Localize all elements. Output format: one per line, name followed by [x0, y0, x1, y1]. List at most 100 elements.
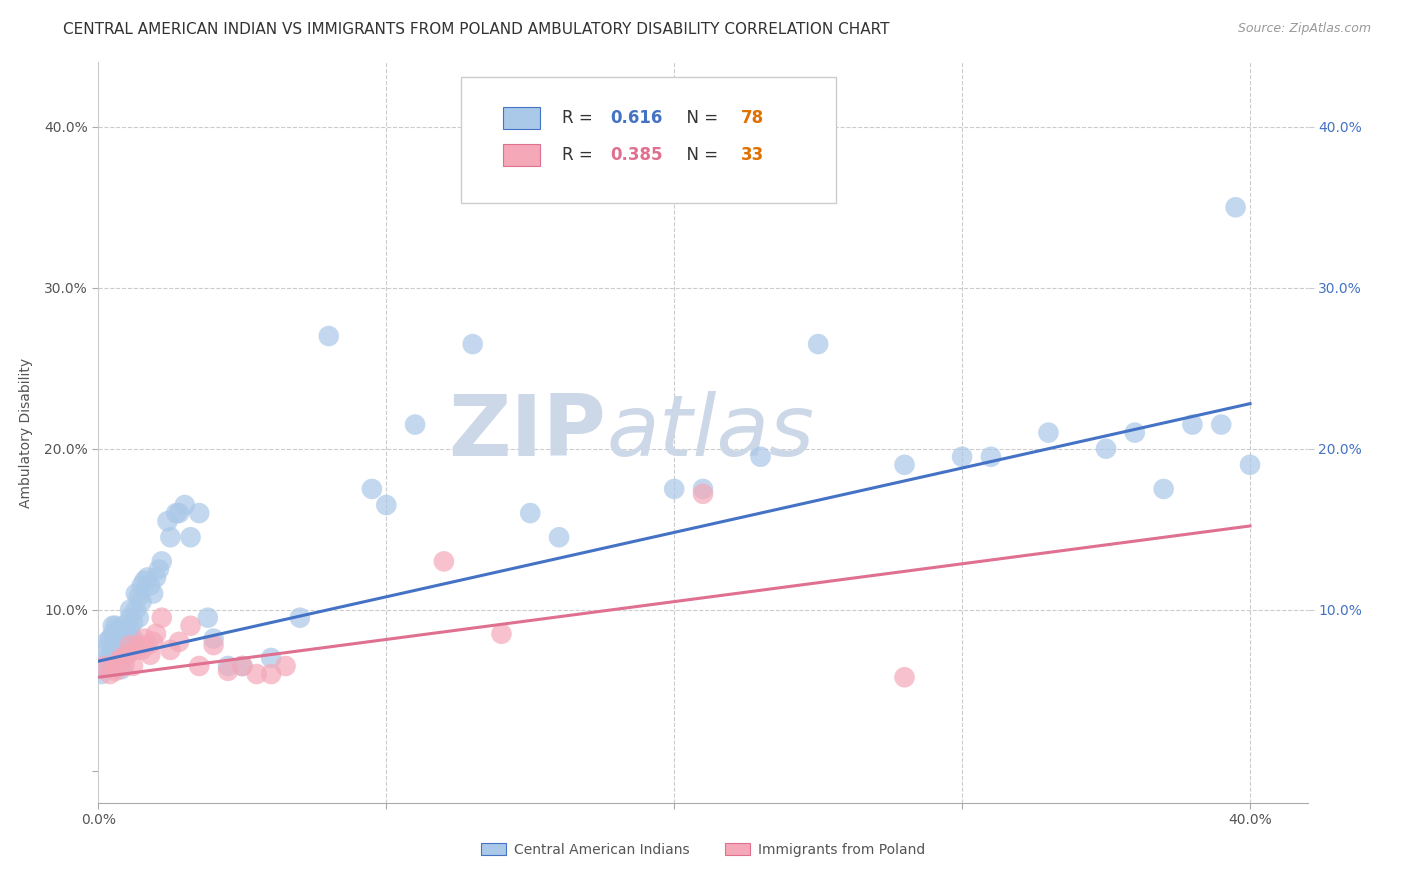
Point	[1211, 417, 1233, 432]
Point	[217, 664, 239, 678]
Point	[90, 667, 112, 681]
Point	[664, 482, 686, 496]
FancyBboxPatch shape	[503, 107, 540, 129]
Text: R =: R =	[561, 146, 598, 164]
Point	[246, 667, 269, 681]
Point	[115, 648, 138, 662]
Point	[104, 664, 127, 678]
Point	[1239, 458, 1261, 472]
Point	[491, 627, 513, 641]
Text: 78: 78	[741, 109, 763, 127]
Point	[115, 627, 138, 641]
Point	[128, 638, 150, 652]
FancyBboxPatch shape	[503, 144, 540, 166]
Point	[807, 337, 830, 351]
Point	[156, 514, 179, 528]
Text: N =: N =	[676, 109, 724, 127]
Point	[134, 632, 156, 646]
Legend: Central American Indians, Immigrants from Poland: Central American Indians, Immigrants fro…	[475, 838, 931, 863]
Text: 0.385: 0.385	[610, 146, 662, 164]
Point	[96, 651, 118, 665]
Point	[461, 337, 484, 351]
Point	[131, 643, 153, 657]
Point	[107, 635, 129, 649]
Point	[202, 638, 225, 652]
Text: 33: 33	[741, 146, 763, 164]
Point	[142, 586, 165, 600]
Point	[128, 590, 150, 604]
Point	[101, 659, 124, 673]
Text: atlas: atlas	[606, 391, 814, 475]
Point	[110, 651, 132, 665]
Point	[101, 627, 124, 641]
Point	[150, 554, 173, 568]
Point	[104, 654, 127, 668]
Point	[519, 506, 541, 520]
Point	[1181, 417, 1204, 432]
Point	[101, 619, 124, 633]
Point	[433, 554, 456, 568]
Point	[893, 458, 915, 472]
Point	[93, 643, 115, 657]
Point	[110, 643, 132, 657]
Text: 0.616: 0.616	[610, 109, 662, 127]
Point	[120, 610, 142, 624]
Point	[167, 635, 190, 649]
Point	[136, 638, 159, 652]
Point	[180, 619, 202, 633]
Point	[110, 627, 132, 641]
Point	[260, 667, 283, 681]
Point	[692, 487, 714, 501]
Point	[125, 586, 148, 600]
Y-axis label: Ambulatory Disability: Ambulatory Disability	[20, 358, 32, 508]
Point	[231, 659, 253, 673]
Point	[145, 627, 167, 641]
Point	[188, 506, 211, 520]
Point	[1095, 442, 1118, 456]
Point	[136, 570, 159, 584]
Point	[404, 417, 426, 432]
Point	[134, 574, 156, 588]
Point	[150, 610, 173, 624]
Point	[112, 638, 135, 652]
Point	[749, 450, 772, 464]
Point	[197, 610, 219, 624]
Point	[112, 659, 135, 673]
Point	[112, 632, 135, 646]
Point	[173, 498, 195, 512]
Point	[142, 635, 165, 649]
Point	[1225, 200, 1247, 214]
Point	[1153, 482, 1175, 496]
Point	[98, 632, 121, 646]
Point	[139, 648, 162, 662]
Point	[893, 670, 915, 684]
Point	[1123, 425, 1146, 440]
Point	[148, 562, 170, 576]
Point	[159, 643, 181, 657]
Point	[120, 638, 142, 652]
Point	[107, 654, 129, 668]
Point	[375, 498, 398, 512]
Point	[125, 602, 148, 616]
Point	[104, 638, 127, 652]
Point	[260, 651, 283, 665]
Point	[139, 578, 162, 592]
Point	[93, 659, 115, 673]
Point	[128, 610, 150, 624]
Point	[107, 622, 129, 636]
Point	[288, 610, 311, 624]
Point	[122, 632, 145, 646]
Point	[93, 659, 115, 673]
Point	[120, 602, 142, 616]
Point	[188, 659, 211, 673]
Point	[202, 632, 225, 646]
Point	[159, 530, 181, 544]
Point	[180, 530, 202, 544]
Point	[125, 643, 148, 657]
Point	[361, 482, 384, 496]
Point	[548, 530, 571, 544]
Point	[98, 654, 121, 668]
FancyBboxPatch shape	[461, 78, 837, 203]
Point	[167, 506, 190, 520]
Point	[122, 615, 145, 630]
